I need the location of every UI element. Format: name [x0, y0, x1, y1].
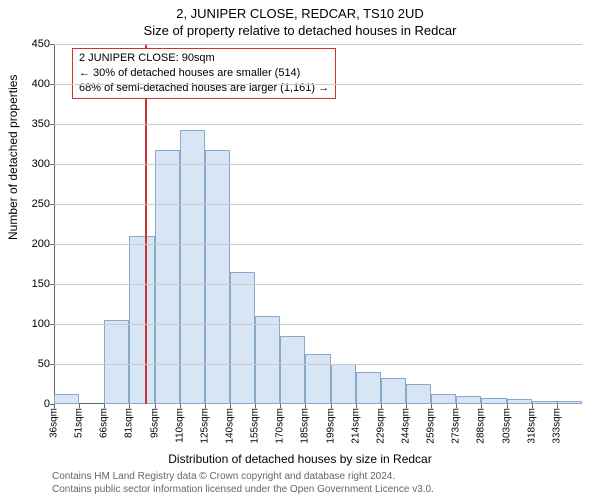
x-tick-label: 36sqm — [49, 408, 60, 438]
grid-line — [54, 84, 582, 85]
y-tick-label: 150 — [32, 278, 50, 290]
x-tick-label: 244sqm — [401, 408, 412, 444]
grid-line — [54, 284, 582, 285]
histogram-bar — [155, 150, 180, 404]
y-tick-mark — [50, 324, 54, 325]
x-tick-label: 185sqm — [300, 408, 311, 444]
y-tick-mark — [50, 84, 54, 85]
x-tick-label: 273sqm — [451, 408, 462, 444]
x-tick-label: 199sqm — [325, 408, 336, 444]
histogram-bar — [356, 372, 381, 404]
x-tick-label: 140sqm — [225, 408, 236, 444]
x-tick-label: 333sqm — [551, 408, 562, 444]
grid-line — [54, 244, 582, 245]
y-tick-label: 50 — [38, 358, 50, 370]
x-tick-label: 125sqm — [199, 408, 210, 444]
x-tick-label: 229sqm — [375, 408, 386, 444]
chart-subtitle: Size of property relative to detached ho… — [0, 21, 600, 38]
histogram-bar — [104, 320, 129, 404]
chart-address-title: 2, JUNIPER CLOSE, REDCAR, TS10 2UD — [0, 0, 600, 21]
x-axis-label: Distribution of detached houses by size … — [0, 452, 600, 466]
attribution-line1: Contains HM Land Registry data © Crown c… — [52, 471, 600, 484]
attribution-text: Contains HM Land Registry data © Crown c… — [0, 471, 600, 496]
x-tick-label: 214sqm — [350, 408, 361, 444]
grid-line — [54, 124, 582, 125]
x-tick-label: 259sqm — [426, 408, 437, 444]
x-tick-label: 155sqm — [250, 408, 261, 444]
histogram-bar — [230, 272, 255, 404]
x-tick-label: 81sqm — [124, 408, 135, 438]
y-tick-mark — [50, 124, 54, 125]
grid-line — [54, 324, 582, 325]
y-tick-label: 300 — [32, 158, 50, 170]
x-tick-label: 51sqm — [74, 408, 85, 438]
y-tick-mark — [50, 44, 54, 45]
y-tick-mark — [50, 164, 54, 165]
x-tick-label: 66sqm — [99, 408, 110, 438]
y-tick-label: 350 — [32, 118, 50, 130]
infobox-line3: 68% of semi-detached houses are larger (… — [79, 81, 329, 96]
y-tick-label: 100 — [32, 318, 50, 330]
histogram-bar — [255, 316, 280, 404]
histogram-bar — [456, 396, 481, 404]
histogram-bar — [406, 384, 431, 404]
y-tick-label: 250 — [32, 198, 50, 210]
histogram-bar — [280, 336, 305, 404]
reference-infobox: 2 JUNIPER CLOSE: 90sqm ← 30% of detached… — [72, 48, 336, 99]
histogram-bar — [129, 236, 154, 404]
x-tick-label: 288sqm — [476, 408, 487, 444]
x-tick-label: 110sqm — [174, 408, 185, 443]
y-tick-label: 450 — [32, 38, 50, 50]
histogram-bar — [54, 394, 79, 404]
y-tick-label: 200 — [32, 238, 50, 250]
chart-plot-area: 2 JUNIPER CLOSE: 90sqm ← 30% of detached… — [54, 44, 582, 404]
y-tick-mark — [50, 284, 54, 285]
x-tick-label: 303sqm — [501, 408, 512, 444]
histogram-bar — [431, 394, 456, 404]
histogram-bar — [180, 130, 205, 404]
x-tick-label: 170sqm — [275, 408, 286, 444]
histogram-bar — [331, 364, 356, 404]
grid-line — [54, 44, 582, 45]
histogram-bar — [557, 401, 582, 404]
y-tick-mark — [50, 364, 54, 365]
histogram-bar — [381, 378, 406, 404]
grid-line — [54, 364, 582, 365]
attribution-line2: Contains public sector information licen… — [52, 484, 600, 497]
y-tick-label: 400 — [32, 78, 50, 90]
grid-line — [54, 164, 582, 165]
histogram-bar — [305, 354, 330, 404]
histogram-bar — [507, 399, 532, 404]
x-tick-label: 95sqm — [149, 408, 160, 438]
y-axis-label: Number of detached properties — [6, 75, 20, 240]
grid-line — [54, 204, 582, 205]
infobox-line2: ← 30% of detached houses are smaller (51… — [79, 66, 329, 81]
histogram-bar — [481, 398, 506, 404]
x-tick-label: 318sqm — [526, 408, 537, 444]
y-tick-mark — [50, 244, 54, 245]
histogram-bar — [532, 401, 557, 404]
histogram-bar — [205, 150, 230, 404]
infobox-line1: 2 JUNIPER CLOSE: 90sqm — [79, 51, 329, 66]
y-tick-mark — [50, 204, 54, 205]
